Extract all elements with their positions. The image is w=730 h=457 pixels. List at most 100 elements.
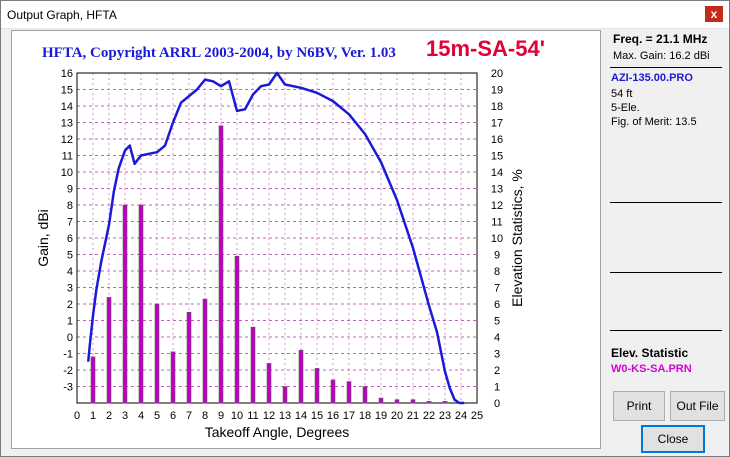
elev-statistic-title: Elev. Statistic	[611, 346, 689, 360]
y2-axis-label: Elevation Statistics, %	[509, 169, 525, 307]
y-tick-label: 0	[67, 332, 73, 344]
divider	[610, 272, 722, 273]
x-tick-label: 23	[439, 410, 451, 422]
y-tick-label: 10	[61, 167, 73, 179]
x-tick-label: 11	[247, 410, 258, 422]
antenna-file: AZI-135.00.PRO	[611, 72, 693, 84]
y-tick-label: 9	[67, 184, 73, 196]
print-button[interactable]: Print	[613, 391, 665, 421]
y-tick-label: 13	[61, 118, 73, 130]
x-axis-label: Takeoff Angle, Degrees	[205, 424, 350, 440]
x-tick-label: 6	[170, 410, 176, 422]
elevation-bar	[266, 363, 272, 404]
y-tick-label: -1	[63, 349, 73, 361]
close-button[interactable]: Close	[641, 425, 705, 453]
elevation-bar	[282, 386, 288, 404]
elevation-bar	[314, 368, 320, 404]
y-tick-label: 2	[67, 299, 73, 311]
x-tick-label: 14	[295, 410, 307, 422]
x-tick-label: 4	[138, 410, 144, 422]
x-tick-label: 9	[218, 410, 224, 422]
y2-tick-label: 20	[491, 68, 503, 80]
elevation-bar	[170, 351, 176, 404]
gain-chart: 0 1 2 3 4 5 6 7 8 9 10 11 12 13 14 15 16 17 18 19 20 21 22 23 24…	[35, 68, 525, 440]
elevation-bar	[426, 401, 432, 404]
x-tick-label: 21	[407, 410, 419, 422]
x-tick-label: 12	[263, 410, 275, 422]
x-tick-label: 17	[343, 410, 355, 422]
y2-tick-label: 8	[494, 266, 500, 278]
frequency-label: Freq. = 21.1 MHz	[613, 32, 708, 46]
x-tick-label: 8	[202, 410, 208, 422]
elevation-bar	[410, 399, 416, 404]
y2-tick-label: 6	[494, 299, 500, 311]
x-tick-label: 25	[471, 410, 483, 422]
y-tick-label: 6	[67, 233, 73, 245]
y-tick-label: 8	[67, 200, 73, 212]
y2-tick-label: 5	[494, 316, 500, 328]
elevation-bar	[250, 326, 256, 404]
y-tick-label: 3	[67, 283, 73, 295]
y-tick-label: -3	[63, 382, 73, 394]
elevation-bar	[122, 204, 128, 404]
y-tick-label: 7	[67, 217, 73, 229]
x-tick-label: 0	[74, 410, 80, 422]
y-tick-label: 11	[62, 151, 73, 163]
y2-tick-label: 1	[494, 382, 500, 394]
y-tick-label: 15	[61, 85, 73, 97]
x-tick-label: 20	[391, 410, 403, 422]
y2-tick-label: 4	[494, 332, 500, 344]
side-panel: Freq. = 21.1 MHz Max. Gain: 16.2 dBi AZI…	[605, 30, 725, 449]
x-tick-label: 15	[311, 410, 323, 422]
x-tick-label: 7	[186, 410, 192, 422]
y2-tick-label: 15	[491, 151, 503, 163]
out-file-button[interactable]: Out File	[670, 391, 725, 421]
x-tick-label: 22	[423, 410, 435, 422]
elevation-bar	[234, 255, 240, 404]
y-tick-label: 5	[67, 250, 73, 262]
window-title: Output Graph, HFTA	[7, 8, 117, 22]
y2-tick-label: 18	[491, 101, 503, 113]
y-tick-label: 16	[61, 68, 73, 80]
divider	[610, 67, 722, 68]
x-tick-label: 16	[327, 410, 339, 422]
x-tick-label: 10	[231, 410, 243, 422]
y2-tick-label: 7	[494, 283, 500, 295]
y2-tick-label: 9	[494, 250, 500, 262]
y-tick-label: 4	[67, 266, 73, 278]
elevation-bar	[202, 298, 208, 404]
x-tick-label: 24	[455, 410, 467, 422]
elevation-bar	[330, 379, 336, 404]
y-tick-label: 14	[61, 101, 73, 113]
y2-tick-label: 12	[491, 200, 503, 212]
plot-tag: 15m-SA-54'	[426, 36, 545, 61]
y-tick-label: 1	[67, 316, 73, 328]
y2-tick-label: 3	[494, 349, 500, 361]
elevation-bar	[442, 401, 448, 404]
elevation-bar	[154, 303, 160, 404]
close-icon[interactable]: x	[705, 6, 723, 22]
y2-tick-label: 16	[491, 134, 503, 146]
elev-statistic-file: W0-KS-SA.PRN	[611, 363, 692, 375]
elevation-bar	[362, 386, 368, 404]
elevation-bar	[218, 125, 224, 404]
elevation-bar	[346, 381, 352, 404]
plot-panel: 0 1 2 3 4 5 6 7 8 9 10 11 12 13 14 15 16 17 18 19 20 21 22 23 24…	[11, 30, 601, 449]
elevation-bar	[394, 399, 400, 404]
x-tick-label: 3	[122, 410, 128, 422]
x-tick-label: 13	[279, 410, 291, 422]
divider	[610, 202, 722, 203]
x-tick-label: 2	[106, 410, 112, 422]
figure-of-merit: Fig. of Merit: 13.5	[611, 116, 697, 128]
elevation-bar	[378, 397, 384, 404]
antenna-elements: 5-Ele.	[611, 102, 640, 114]
y2-tick-label: 0	[494, 398, 500, 410]
y2-tick-label: 17	[491, 118, 503, 130]
y2-tick-label: 10	[491, 233, 503, 245]
x-tick-label: 1	[90, 410, 96, 422]
y2-tick-label: 14	[491, 167, 503, 179]
x-tick-label: 19	[375, 410, 387, 422]
y2-tick-label: 13	[491, 184, 503, 196]
title-bar[interactable]: Output Graph, HFTA x	[1, 1, 729, 29]
plot-title: HFTA, Copyright ARRL 2003-2004, by N6BV,…	[42, 45, 396, 61]
